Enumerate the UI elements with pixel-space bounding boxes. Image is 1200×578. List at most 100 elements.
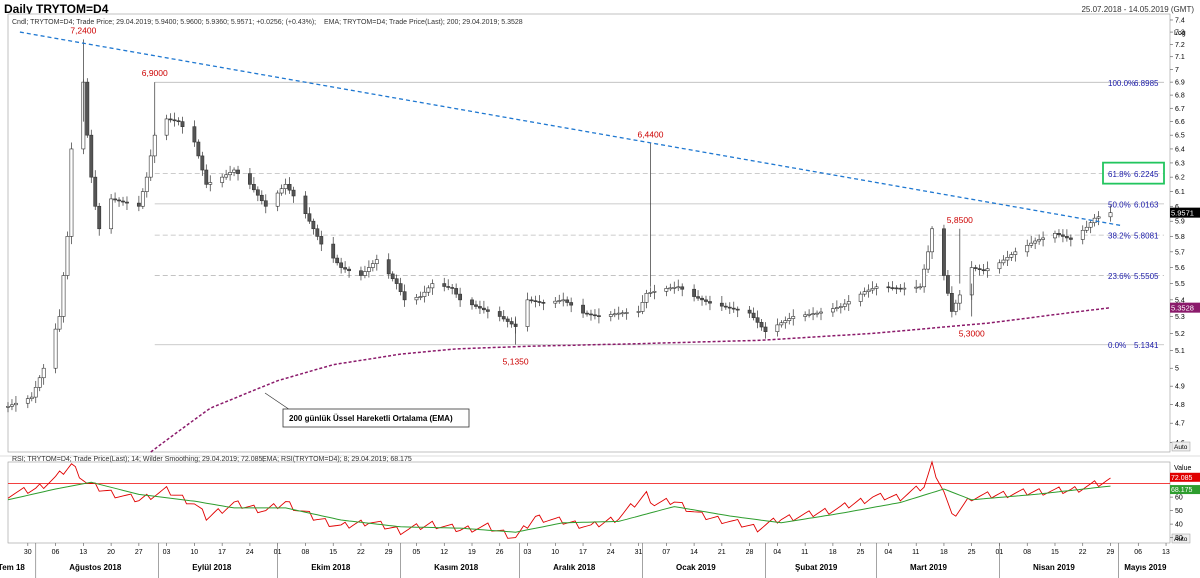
ema-callout-label: 200 günlük Üssel Hareketli Ortalama (EMA… [289, 414, 453, 423]
candle-body [624, 312, 629, 314]
fib-highlight-box [1102, 161, 1165, 185]
candle [664, 285, 669, 297]
candle-body [1068, 237, 1073, 240]
candle [418, 291, 423, 301]
candle-body [93, 176, 98, 207]
price-tick-label: 6.5 [1175, 133, 1185, 140]
candle [144, 172, 149, 198]
candle [585, 310, 589, 317]
candle [57, 309, 62, 332]
candle [831, 302, 835, 317]
candle [1009, 251, 1014, 262]
candle [442, 277, 447, 292]
candle [624, 308, 629, 320]
candle [819, 307, 823, 321]
x-day-label: 25 [857, 549, 865, 556]
candle [735, 306, 740, 318]
candle-body [787, 318, 792, 321]
candle-body [228, 172, 232, 176]
candle-body [751, 312, 756, 319]
candle-body [704, 299, 708, 302]
candle [485, 306, 490, 319]
candle-body [450, 287, 455, 289]
candle [279, 184, 284, 196]
candle-body [69, 148, 74, 237]
x-day-label: 28 [746, 549, 754, 556]
x-day-label: 11 [801, 549, 808, 556]
rsi-line [7, 460, 1111, 539]
candle [727, 302, 732, 315]
candle-body [985, 268, 990, 272]
candle [359, 266, 363, 281]
price-annotation: 5,3000 [959, 328, 985, 338]
price-auto-button[interactable] [1171, 441, 1191, 452]
candle-body [1005, 257, 1010, 261]
candle [985, 261, 990, 278]
fib-value-label: 5.1341 [1134, 341, 1159, 350]
candle [846, 295, 851, 311]
fib-level-label: 61.8% [1108, 170, 1131, 179]
candle [926, 245, 930, 273]
candle-body [168, 118, 173, 121]
candle-body [29, 396, 34, 399]
candle [700, 295, 704, 306]
candle-body [838, 306, 843, 308]
x-day-label: 13 [1162, 549, 1170, 556]
candle-body [109, 198, 114, 230]
candle-body [287, 184, 292, 191]
candle-body [803, 314, 808, 317]
candle [862, 287, 867, 297]
candle [339, 257, 344, 274]
candle [176, 117, 181, 126]
price-tick-label: 6.9 [1175, 80, 1185, 87]
x-day-label: 29 [1107, 549, 1115, 556]
candle [680, 283, 685, 297]
candle-body [1041, 237, 1045, 240]
date-range: 25.07.2018 - 14.05.2019 (GMT) [1081, 5, 1194, 14]
price-tick-label: 7.2 [1175, 42, 1185, 49]
candle [259, 190, 264, 205]
x-day-label: 24 [607, 549, 615, 556]
candle-body [61, 275, 66, 317]
candle [204, 164, 209, 189]
x-day-label: 10 [190, 549, 198, 556]
candle-body [589, 313, 593, 316]
candle-body [430, 283, 435, 289]
candle-body [148, 155, 153, 178]
candle [1092, 214, 1097, 227]
ema-last-label: 5.3528 [1171, 304, 1194, 313]
candle-body [898, 287, 903, 290]
x-day-label: 17 [579, 549, 587, 556]
x-month-label: Şubat 2019 [795, 563, 838, 572]
candle [315, 224, 320, 241]
candle [220, 173, 225, 188]
price-tick-label: 4.9 [1175, 384, 1185, 391]
candle-body [474, 304, 478, 307]
candle-body [953, 302, 958, 312]
candle-body [85, 81, 90, 136]
candle [997, 259, 1002, 274]
candle [692, 284, 696, 302]
candle-body [204, 169, 209, 185]
candle-body [700, 297, 704, 301]
candle-body [676, 286, 681, 289]
candle-body [359, 270, 363, 276]
candle [672, 281, 677, 294]
candle [25, 395, 30, 409]
candle-body [172, 119, 177, 122]
x-month-label: Mayıs 2019 [1124, 563, 1167, 572]
candle [533, 295, 538, 308]
candle [136, 195, 141, 212]
price-tick-label: 7.3 [1175, 30, 1185, 37]
candle [874, 283, 879, 296]
x-day-label: 30 [24, 549, 32, 556]
candle-body [680, 286, 685, 290]
candle [1025, 239, 1030, 257]
price-annotation: 6,9000 [142, 68, 168, 78]
price-tick-label: 6.4 [1175, 146, 1185, 153]
candle [652, 284, 657, 300]
rsi-auto-button[interactable] [1171, 533, 1191, 544]
candle-body [811, 313, 815, 315]
candle [696, 290, 700, 301]
